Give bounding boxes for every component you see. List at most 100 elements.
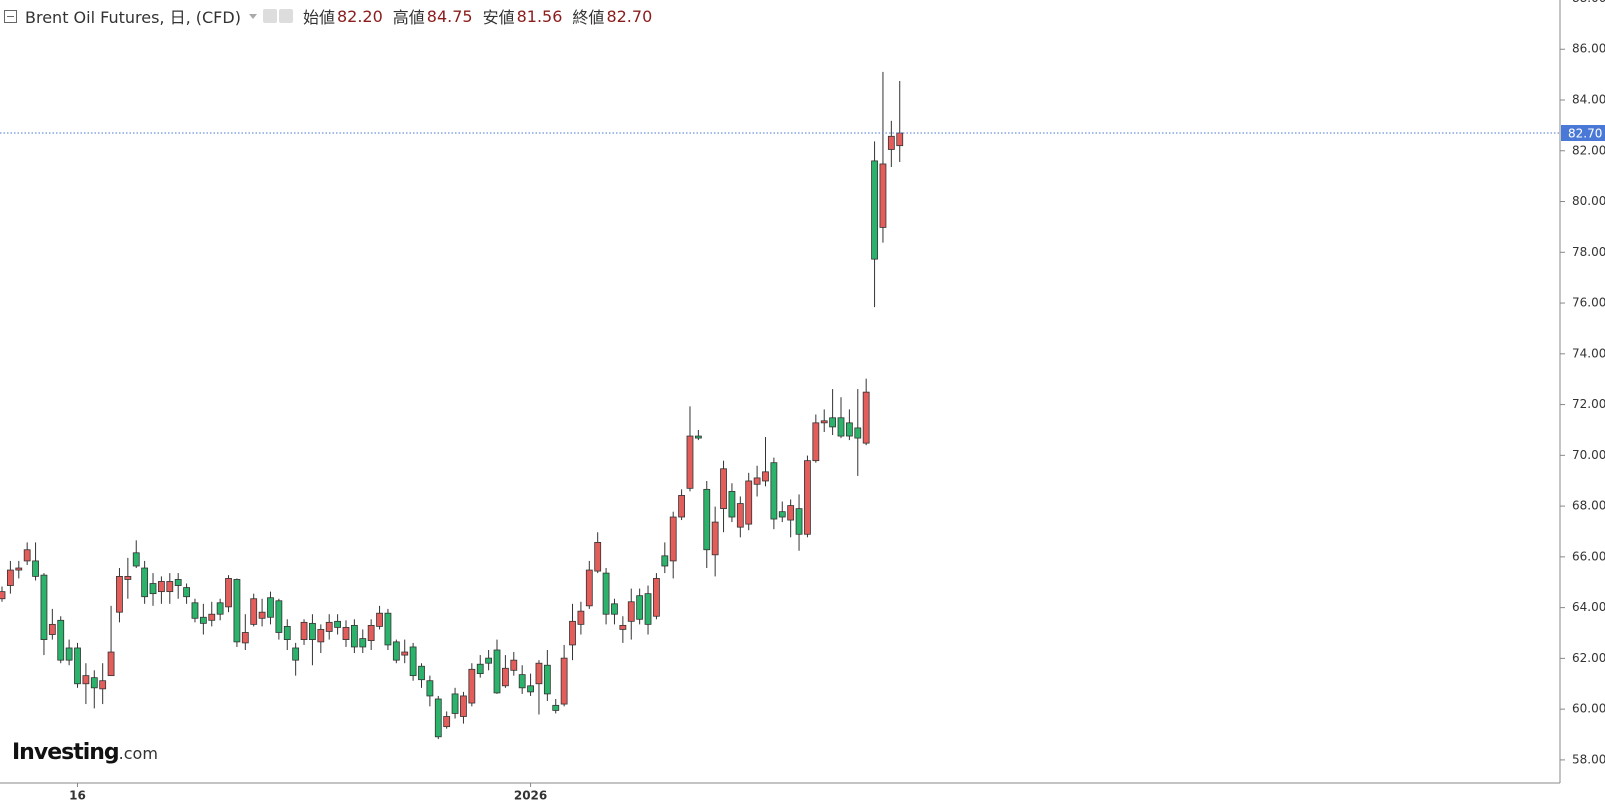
header: Brent Oil Futures, 日, (CFD) 始値 82.20 高値 84.… — [4, 4, 652, 28]
candle-body — [736, 503, 744, 528]
candle-body — [862, 391, 870, 444]
visibility-icon[interactable] — [262, 9, 277, 23]
candle-body — [753, 477, 761, 485]
candle-body — [887, 135, 895, 150]
y-tick-label: 62.00 — [1572, 651, 1605, 665]
candle-body — [720, 468, 727, 510]
candle-body — [527, 685, 534, 693]
candle-body — [845, 422, 853, 437]
ohlc-value: 81.56 — [516, 6, 563, 26]
candle-body — [250, 598, 258, 625]
candle-body — [585, 569, 593, 607]
candle-body — [476, 663, 484, 675]
last-price-badge — [1561, 124, 1605, 141]
candle-body — [703, 488, 711, 551]
candle-body — [258, 611, 266, 619]
candle-body — [762, 471, 769, 482]
candle-body — [191, 602, 199, 619]
candle-body — [577, 610, 585, 625]
y-tick-label: 88.00 — [1572, 0, 1605, 5]
candle-body — [686, 435, 694, 489]
candle-body — [74, 647, 81, 685]
candle-body — [443, 716, 451, 728]
watermark: Investing.com — [12, 740, 158, 765]
ohlc-label: 安値 — [482, 8, 515, 27]
y-tick-label: 82.00 — [1572, 143, 1605, 157]
candle-body — [225, 578, 232, 608]
candle-body — [292, 647, 300, 661]
y-tick-label: 72.00 — [1572, 397, 1605, 411]
menu-caret[interactable] — [248, 13, 257, 19]
y-tick-label: 64.00 — [1572, 600, 1605, 614]
candle-body — [569, 620, 576, 646]
candle-body — [804, 460, 811, 535]
candle-body — [611, 603, 618, 615]
candle-body — [350, 624, 358, 648]
candle-body — [376, 612, 383, 627]
collapse-icon[interactable] — [4, 9, 17, 23]
candle-body — [392, 641, 400, 661]
last-price-label: 82.70 — [1568, 126, 1602, 140]
candle-body — [854, 427, 862, 439]
y-tick-label: 66.00 — [1572, 549, 1605, 563]
candle-body — [485, 657, 493, 664]
y-tick-label: 70.00 — [1572, 448, 1605, 462]
candle-body — [99, 680, 107, 690]
settings-icon[interactable] — [278, 9, 293, 23]
candle-body — [518, 674, 526, 689]
candle-body — [510, 659, 518, 671]
ohlc-value: 84.75 — [426, 6, 473, 26]
x-tick-label: 2026 — [514, 789, 547, 803]
candle-body — [661, 555, 669, 567]
candle-body — [778, 511, 786, 518]
candle-body — [820, 420, 828, 424]
candle-body — [745, 480, 753, 525]
candle-body — [594, 541, 602, 572]
candle-body — [560, 657, 568, 705]
candle-body — [23, 549, 31, 562]
candle-body — [787, 505, 795, 521]
candle-body — [879, 163, 887, 228]
candle-body — [158, 581, 165, 593]
candle-body — [132, 552, 140, 567]
candle-body — [32, 560, 39, 577]
candle-body — [619, 624, 627, 630]
y-tick-label: 78.00 — [1572, 245, 1605, 259]
candle-body — [728, 490, 736, 518]
candle-body — [468, 668, 476, 704]
candle-body — [493, 649, 501, 694]
candle-body — [359, 638, 367, 648]
candle-body — [334, 620, 342, 628]
candle-body — [90, 677, 98, 689]
y-tick-label: 76.00 — [1572, 296, 1605, 310]
candle-body — [434, 698, 442, 738]
candle-body — [602, 572, 610, 615]
candle-body — [40, 574, 48, 640]
candle-body — [300, 621, 308, 640]
y-tick-label: 86.00 — [1572, 42, 1605, 56]
candle-body — [82, 675, 90, 685]
candle-body — [233, 579, 241, 643]
candle-body — [401, 651, 409, 656]
y-tick-label: 68.00 — [1572, 499, 1605, 513]
candle-body — [48, 623, 56, 635]
y-tick-label: 60.00 — [1572, 702, 1605, 716]
ohlc-value: 82.20 — [336, 6, 383, 26]
candle-body — [0, 591, 6, 600]
candle-body — [15, 567, 23, 571]
candle-body — [812, 422, 820, 462]
candle-body — [267, 597, 274, 618]
ohlc-label: 始値 — [302, 8, 335, 27]
candle-body — [174, 579, 182, 586]
y-tick-label: 58.00 — [1572, 752, 1605, 766]
candle-body — [795, 508, 803, 535]
candle-body — [342, 627, 350, 640]
candle-body — [107, 651, 115, 677]
x-tick-label: 16 — [69, 789, 86, 803]
candle-body — [460, 695, 467, 717]
candle-body — [501, 667, 509, 687]
watermark-suffix: .com — [118, 744, 158, 763]
candle-body — [896, 132, 904, 147]
